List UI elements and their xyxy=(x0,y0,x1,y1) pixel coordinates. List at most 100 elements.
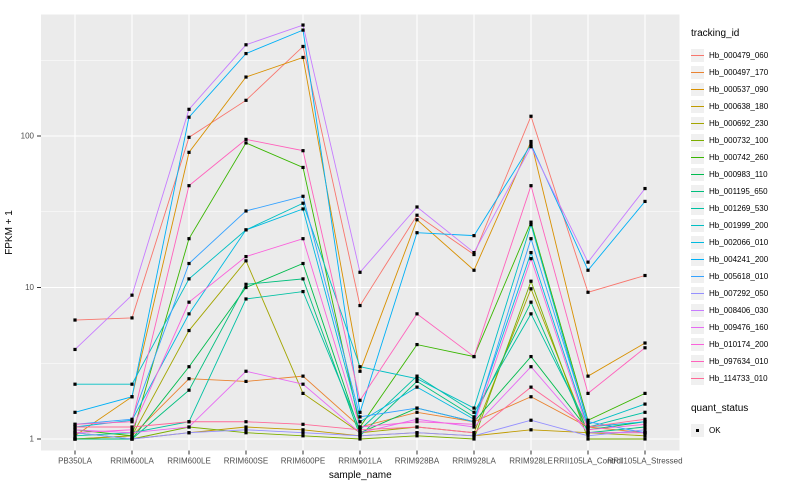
data-point xyxy=(244,431,248,435)
data-point xyxy=(529,145,533,149)
data-point xyxy=(301,207,305,211)
data-point xyxy=(529,312,533,316)
data-point xyxy=(472,354,476,359)
data-point xyxy=(244,425,248,429)
data-point xyxy=(415,379,419,383)
data-point xyxy=(130,316,134,320)
data-point xyxy=(301,237,305,241)
legend-key-icon xyxy=(691,372,704,385)
data-point xyxy=(643,391,647,395)
data-point xyxy=(358,415,362,419)
legend-key-icon xyxy=(691,321,704,334)
data-point xyxy=(130,293,134,297)
data-point xyxy=(358,434,362,438)
data-point xyxy=(643,425,647,429)
data-point xyxy=(73,437,77,441)
legend-items-tracking-id: Hb_000479_060 Hb_000497_170 Hb_000537_090 H… xyxy=(691,47,799,387)
data-point xyxy=(586,268,590,272)
data-point xyxy=(358,365,362,369)
data-point xyxy=(529,354,533,359)
data-point xyxy=(415,431,419,435)
data-point xyxy=(472,410,476,414)
data-point xyxy=(643,186,647,191)
legend-key-icon xyxy=(691,270,704,283)
data-point xyxy=(415,342,419,347)
data-point xyxy=(415,385,419,389)
data-point xyxy=(301,55,305,60)
legend-item-label: Hb_000983_110 xyxy=(709,170,768,179)
legend-item-label: Hb_001195_650 xyxy=(709,187,768,196)
data-point xyxy=(244,285,248,290)
data-point xyxy=(586,420,590,424)
data-point xyxy=(472,252,476,257)
data-point xyxy=(187,277,191,281)
data-point xyxy=(358,398,362,402)
data-point xyxy=(643,431,647,435)
data-point xyxy=(73,382,77,386)
data-point xyxy=(73,410,77,414)
legend-item-label: Hb_007292_050 xyxy=(709,289,769,298)
data-point xyxy=(130,425,134,429)
data-point xyxy=(187,420,191,424)
legend-item-label: Hb_010174_200 xyxy=(709,340,769,349)
data-point xyxy=(73,428,77,432)
legend-item-Hb_008406_030: Hb_008406_030 xyxy=(691,302,799,319)
legend-item-label: Hb_097634_010 xyxy=(709,357,769,366)
data-point xyxy=(301,261,305,266)
legend-item-label: Hb_009476_160 xyxy=(709,323,769,332)
data-point xyxy=(472,250,476,255)
data-point xyxy=(187,328,191,333)
y-tick-label: 10 xyxy=(25,283,34,292)
data-point xyxy=(130,428,134,432)
legend-item-label: Hb_005618_010 xyxy=(709,272,769,281)
data-point xyxy=(415,231,419,235)
legend-item-Hb_005618_010: Hb_005618_010 xyxy=(691,268,799,285)
x-axis-title: sample_name xyxy=(329,470,392,481)
data-point xyxy=(301,428,305,432)
data-point xyxy=(301,44,305,49)
data-point xyxy=(130,395,134,399)
data-point xyxy=(643,428,647,432)
legend-item-label: Hb_002066_010 xyxy=(709,238,769,247)
data-point xyxy=(301,391,305,395)
legend-item-Hb_004241_200: Hb_004241_200 xyxy=(691,251,799,268)
x-tick-label: RRIM928BA xyxy=(395,457,440,466)
legend-item-Hb_000537_090: Hb_000537_090 xyxy=(691,81,799,98)
data-point xyxy=(586,437,590,441)
x-tick-label: RRIM928LA xyxy=(452,457,496,466)
data-point xyxy=(643,402,647,406)
data-point xyxy=(73,318,77,322)
data-point xyxy=(244,254,248,259)
data-point xyxy=(586,434,590,438)
legend-key-icon xyxy=(691,253,704,266)
data-point xyxy=(643,341,647,345)
data-point xyxy=(586,428,590,432)
data-point xyxy=(187,115,191,119)
legend-item-Hb_000983_110: Hb_000983_110 xyxy=(691,166,799,183)
legend-item-Hb_000497_170: Hb_000497_170 xyxy=(691,64,799,81)
data-point xyxy=(187,300,191,304)
legend-key-icon xyxy=(691,49,704,62)
data-point xyxy=(358,303,362,308)
data-point xyxy=(301,289,305,294)
legend-item-Hb_000692_230: Hb_000692_230 xyxy=(691,115,799,132)
data-point xyxy=(73,347,77,352)
data-point xyxy=(301,201,305,205)
data-point xyxy=(586,422,590,426)
legend-item-label: Hb_000638_180 xyxy=(709,102,769,111)
data-point xyxy=(415,213,419,217)
data-point xyxy=(472,437,476,441)
data-point xyxy=(187,261,191,266)
data-point xyxy=(643,417,647,421)
data-point xyxy=(415,434,419,438)
x-tick-label: RRIM928LE xyxy=(509,457,553,466)
legend-item-label: Hb_000742_260 xyxy=(709,153,769,162)
data-point xyxy=(529,142,533,147)
data-point xyxy=(643,437,647,441)
data-point xyxy=(529,365,533,369)
legend-key-icon xyxy=(691,117,704,130)
data-point xyxy=(187,431,191,435)
data-point xyxy=(529,418,533,422)
legend-key-icon xyxy=(691,219,704,232)
